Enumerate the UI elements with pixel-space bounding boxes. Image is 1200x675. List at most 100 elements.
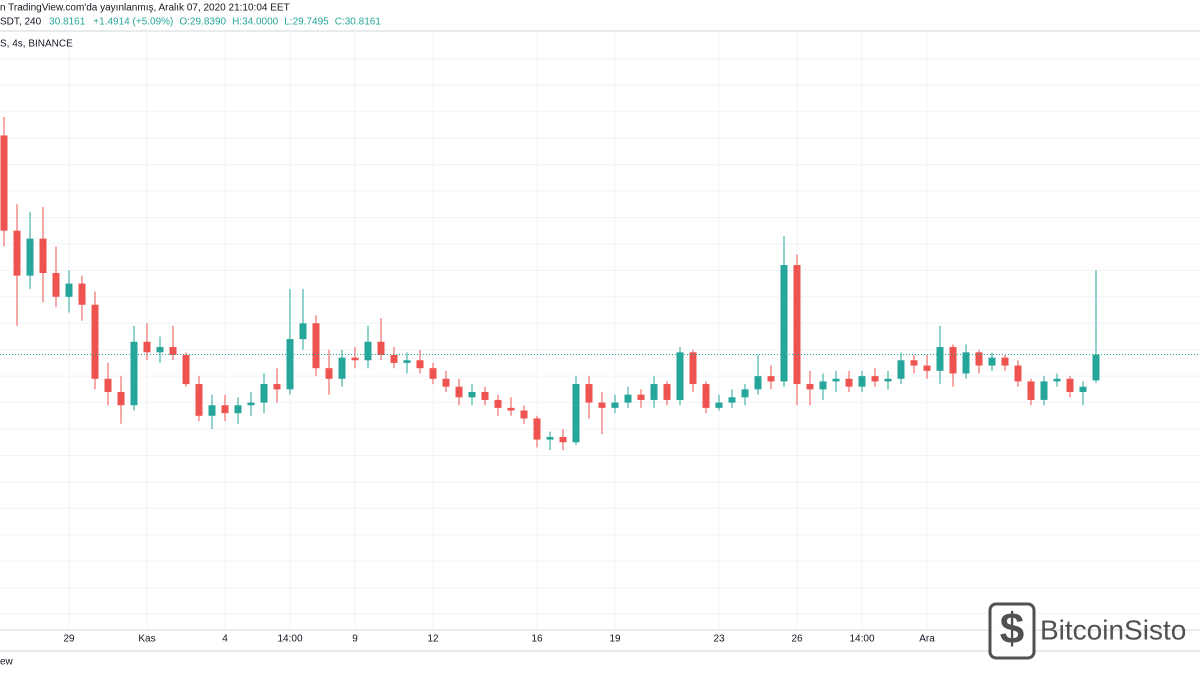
ohlc-value: C:30.8161 [335,17,382,28]
candle-body [676,352,684,400]
candle-body [104,378,112,392]
candle-body [468,392,476,398]
candle-body [195,384,203,416]
candle-body [130,341,138,406]
x-tick-label: 16 [531,634,543,645]
candle-body [1001,357,1009,366]
candle-body [442,378,450,387]
candle-body [546,436,554,440]
candle-body [598,402,606,408]
candle-body [455,386,463,398]
candle-body [663,384,671,400]
candle-body [429,368,437,379]
candle-body [0,135,8,231]
candle-body [897,360,905,379]
candle-body [351,357,359,361]
candle-body [780,265,788,382]
candle-body [377,341,385,355]
candle-body [169,347,177,355]
candle-body [1079,386,1087,392]
candle-body [910,360,918,366]
candle-body [572,384,580,443]
candle-body [247,402,255,406]
candle-body [871,376,879,382]
candle-body [390,354,398,363]
last-price: 30.8161 [49,17,86,28]
watermark: $ BitcoinSisto [988,602,1186,660]
ohlc-legend: O:29.8390 H:34.0000 L:29.7495 C:30.8161 [179,17,381,28]
logo-frame [988,602,1036,660]
x-tick-label: 14:00 [849,634,874,645]
change: +1.4914 (+5.09%) [93,17,173,28]
candle-body [78,283,86,305]
candle-body [884,378,892,382]
logo-icon: $ [1000,605,1024,654]
candle-body [650,384,658,400]
candle-body [936,347,944,371]
candle-body [65,283,73,297]
candle-body [1040,381,1048,400]
ohlc-value: H:34.0000 [232,17,279,28]
candle-body [533,418,541,440]
candle-body [208,405,216,416]
candle-body [182,354,190,385]
candle-body [520,410,528,419]
x-tick-label: 23 [713,634,725,645]
candle-body [702,384,710,408]
candle-body [481,392,489,400]
candle-body [260,384,268,403]
ohlc-value: L:29.7495 [284,17,329,28]
x-tick-label: 19 [609,634,621,645]
candle-body [234,405,242,414]
candle-body [403,360,411,363]
candle-body [507,407,515,411]
candle-body [39,238,47,273]
watermark-text: BitcoinSisto [1040,614,1186,645]
candle-body [286,339,294,390]
candle-body [364,341,372,361]
candle-body [494,399,502,408]
published-note: n TradingView.com'da yayınlanmış, Aralık… [0,3,290,14]
candle-body [637,394,645,400]
candle-body [325,368,333,379]
x-tick-label: Kas [138,634,155,645]
candle-body [754,376,762,390]
candle-body [117,392,125,406]
x-tick-label: 12 [427,634,439,645]
candle-body [91,304,99,379]
candle-body [416,360,424,369]
source: S, 4s, BINANCE [0,39,73,50]
candle-body [156,347,164,353]
candle-body [923,365,931,371]
candle-body [13,230,21,276]
candle-body [273,384,281,390]
ohlc-value: O:29.8390 [179,17,226,28]
candle-body [988,357,996,366]
footer-brand: ew [0,657,14,668]
candle-body [949,347,957,374]
candle-body [728,397,736,403]
candles [0,116,1200,451]
x-tick-label: Ara [919,634,935,645]
candle-body [1014,365,1022,382]
x-tick-label: 9 [352,634,358,645]
candle-body [299,323,307,340]
candle-body [26,238,34,276]
candle-body [585,384,593,403]
x-tick-label: 29 [63,634,75,645]
candle-body [741,389,749,398]
candle-body [832,378,840,382]
symbol: SDT, 240 [0,17,42,28]
candle-body [1027,381,1035,400]
candle-body [975,352,983,366]
candle-body [312,323,320,369]
candle-body [1092,354,1100,381]
candle-body [845,378,853,387]
candle-body [221,405,229,414]
x-tick-label: 26 [791,634,803,645]
candle-body [559,436,567,443]
candle-body [143,341,151,353]
candle-body [819,381,827,390]
